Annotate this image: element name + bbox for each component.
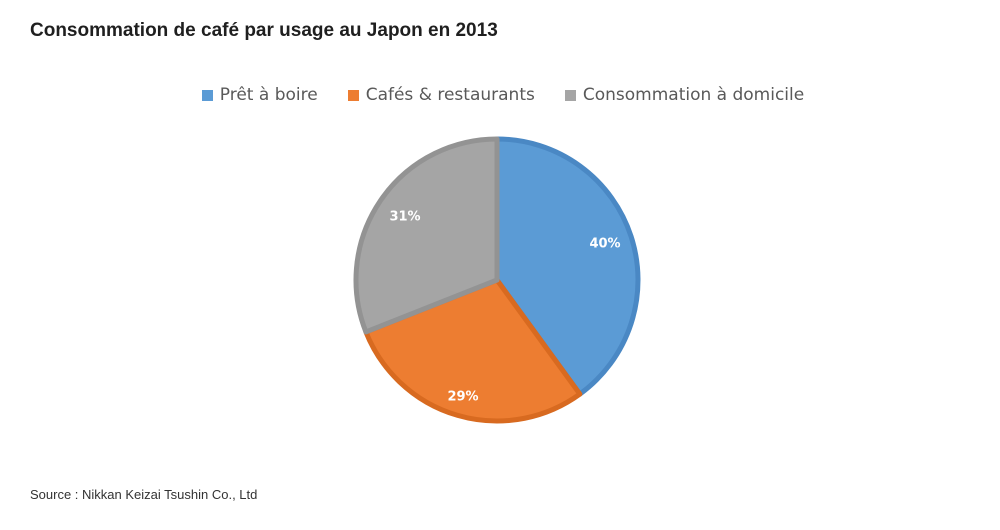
legend-label-pret-a-boire: Prêt à boire — [219, 85, 318, 105]
pie-label-pret-a-boire: 40% — [589, 237, 620, 252]
pie-slice-domicile — [353, 136, 500, 335]
pie-slices — [353, 136, 641, 424]
legend: Prêt à boire Cafés & restaurants Consomm… — [0, 85, 1000, 105]
legend-label-cafes-restaurants: Cafés & restaurants — [365, 85, 535, 105]
pie-slice-cafes-restaurants — [363, 277, 583, 424]
pie-labels: 40% 29% 31% — [389, 210, 620, 405]
legend-swatch-domicile — [564, 89, 576, 101]
source-note: Source : Nikkan Keizai Tsushin Co., Ltd — [30, 487, 258, 502]
pie-label-cafes-restaurants: 29% — [447, 390, 478, 405]
legend-swatch-pret-a-boire — [201, 89, 213, 101]
legend-item-cafes-restaurants: Cafés & restaurants — [342, 85, 535, 105]
legend-item-pret-a-boire: Prêt à boire — [196, 85, 318, 105]
pie-label-domicile: 31% — [389, 210, 420, 225]
legend-item-domicile: Consommation à domicile — [559, 85, 804, 105]
legend-swatch-cafes-restaurants — [347, 89, 359, 101]
legend-label-domicile: Consommation à domicile — [582, 85, 805, 105]
pie-slice-pret-a-boire — [494, 136, 641, 397]
chart-title: Consommation de café par usage au Japon … — [30, 20, 498, 41]
